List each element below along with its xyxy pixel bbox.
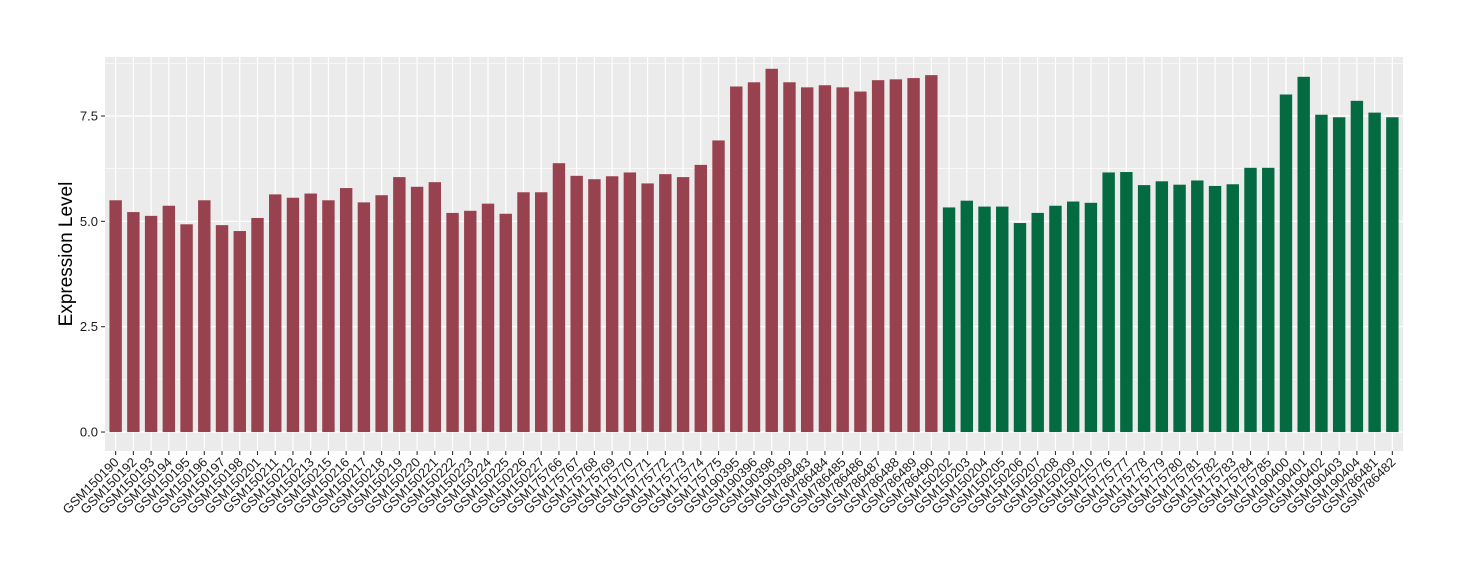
bar-GSM150216 <box>339 188 353 433</box>
bar-GSM175781 <box>1191 180 1204 433</box>
bar-GSM190401 <box>1297 76 1310 433</box>
bar-GSM786487 <box>871 80 885 433</box>
bar-GSM190404 <box>1350 100 1364 433</box>
bar-GSM150218 <box>375 195 388 433</box>
bar-GSM150211 <box>269 194 282 433</box>
bar-GSM786485 <box>836 87 849 433</box>
bar-GSM150202 <box>942 207 956 433</box>
bar-GSM150217 <box>357 202 371 433</box>
bar-GSM175771 <box>641 183 654 433</box>
bar-GSM190403 <box>1332 117 1346 433</box>
bar-GSM150206 <box>1013 223 1027 433</box>
y-tick-label: 0.0 <box>80 425 98 440</box>
bar-GSM150226 <box>517 192 530 433</box>
bar-GSM150205 <box>996 206 1009 433</box>
bar-GSM150215 <box>322 200 335 433</box>
bar-GSM150204 <box>978 206 991 433</box>
bar-GSM175766 <box>552 163 566 433</box>
y-tick-label: 5.0 <box>80 214 98 229</box>
y-axis: 0.0 2.5 5.0 7.5 <box>80 108 105 440</box>
bar-GSM150224 <box>481 203 495 433</box>
bar-GSM150210 <box>1084 202 1098 433</box>
x-axis: GSM150190GSM150192GSM150193GSM150194GSM1… <box>60 451 1398 517</box>
bar-GSM175769 <box>605 176 619 433</box>
y-tick-label: 7.5 <box>80 108 98 123</box>
bar-GSM786484 <box>818 85 832 433</box>
y-axis-title: Expression Level <box>56 182 77 327</box>
bar-GSM150223 <box>464 210 477 433</box>
bar-GSM150220 <box>410 186 424 433</box>
bar-GSM150201 <box>251 217 264 433</box>
bar-GSM786481 <box>1368 112 1381 433</box>
bar-GSM190400 <box>1279 94 1293 433</box>
bar-GSM150222 <box>446 212 459 433</box>
bar-GSM150193 <box>144 215 158 433</box>
bar-GSM150192 <box>127 212 140 433</box>
bar-GSM175772 <box>659 174 672 433</box>
bar-GSM175785 <box>1262 167 1275 433</box>
bar-GSM175776 <box>1102 172 1115 433</box>
bar-GSM190399 <box>783 82 796 433</box>
bar-GSM786489 <box>907 78 920 433</box>
bar-GSM175767 <box>570 175 583 433</box>
bar-GSM786483 <box>800 87 814 433</box>
bar-GSM175774 <box>694 164 708 433</box>
bar-GSM175783 <box>1226 184 1239 433</box>
bar-GSM175770 <box>623 172 637 433</box>
bar-GSM150212 <box>286 197 300 433</box>
bar-GSM150195 <box>180 224 193 433</box>
bar-GSM150198 <box>233 231 246 433</box>
bar-GSM175775 <box>712 140 725 433</box>
bar-GSM175779 <box>1155 181 1169 433</box>
bar-GSM150219 <box>393 177 406 433</box>
bar-GSM150190 <box>109 200 122 433</box>
bar-GSM190396 <box>747 82 761 433</box>
bar-GSM175780 <box>1173 184 1186 433</box>
bar-GSM175777 <box>1120 172 1133 433</box>
bar-GSM150221 <box>428 182 442 433</box>
bar-GSM190398 <box>765 68 778 433</box>
bar-GSM150213 <box>304 193 317 433</box>
bar-GSM150207 <box>1031 212 1044 433</box>
bar-GSM175768 <box>588 179 601 433</box>
bar-GSM150227 <box>535 192 548 433</box>
bar-GSM175782 <box>1208 185 1222 433</box>
bar-GSM150194 <box>162 205 176 433</box>
bar-GSM175773 <box>676 177 690 433</box>
bar-GSM150197 <box>215 225 229 433</box>
bar-GSM150225 <box>499 213 512 433</box>
bar-GSM190402 <box>1315 114 1328 433</box>
bar-GSM150203 <box>960 200 973 433</box>
bar-GSM175778 <box>1137 185 1151 433</box>
bar-GSM786490 <box>925 75 938 433</box>
bar-GSM150208 <box>1049 205 1062 433</box>
bar-GSM190395 <box>730 86 743 433</box>
bar-GSM150209 <box>1066 201 1080 433</box>
bar-GSM786486 <box>854 91 867 433</box>
bar-GSM786488 <box>889 79 903 433</box>
y-tick-label: 2.5 <box>80 319 98 334</box>
bars-layer <box>109 68 1399 433</box>
bar-GSM786482 <box>1386 117 1399 433</box>
bar-GSM175784 <box>1244 167 1257 433</box>
bar-GSM150196 <box>198 200 211 433</box>
